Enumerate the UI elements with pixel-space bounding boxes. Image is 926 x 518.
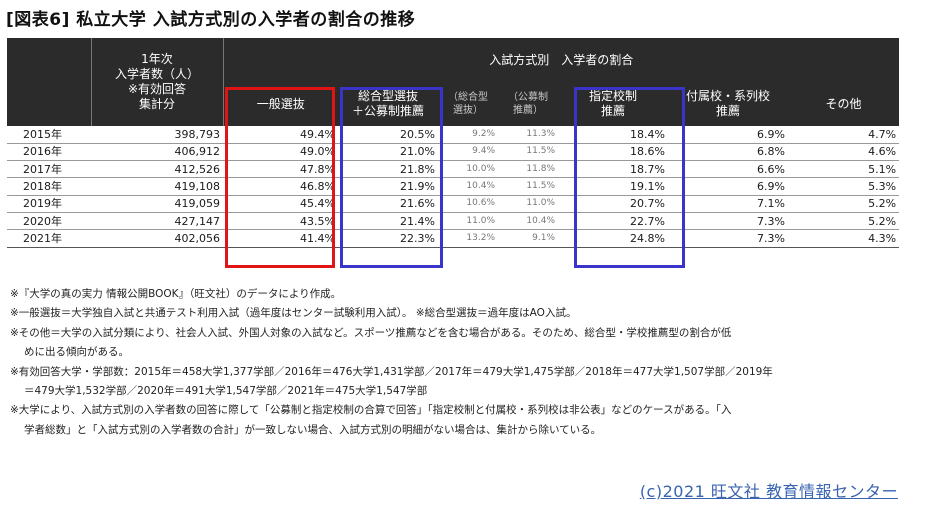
year-cell: 2018年 — [7, 177, 91, 196]
public-recommendation-header: （公募制 推薦） — [498, 82, 558, 126]
comprehensive-cell: 22.3% — [338, 229, 438, 248]
comprehensive-only-cell: 9.4% — [438, 143, 498, 162]
comprehensive-cell: 20.5% — [338, 126, 438, 144]
comprehensive-only-cell: 10.4% — [438, 177, 498, 196]
designated-cell: 18.7% — [558, 160, 668, 179]
designated-header: 指定校制 推薦 — [558, 82, 668, 126]
footnotes: ※『大学の真の実力 情報公開BOOK』（旺文社）のデータにより作成。 ※一般選抜… — [10, 285, 910, 440]
affiliated-cell: 7.3% — [668, 212, 788, 231]
comprehensive-only-cell: 9.2% — [438, 126, 498, 144]
other-cell: 5.2% — [788, 212, 900, 231]
other-cell: 5.1% — [788, 160, 900, 179]
public-recommendation-cell: 11.0% — [498, 195, 558, 213]
footnote: ※その他＝大学の入試分類により、社会人入試、外国人対象の入試など。スポーツ推薦な… — [10, 326, 732, 339]
general-cell: 45.4% — [223, 195, 338, 213]
public-recommendation-cell: 11.3% — [498, 126, 558, 144]
general-cell: 47.8% — [223, 160, 338, 179]
comprehensive-cell: 21.0% — [338, 143, 438, 162]
count-cell: 412,526 — [91, 160, 223, 179]
general-cell: 49.4% — [223, 126, 338, 144]
other-cell: 4.6% — [788, 143, 900, 162]
affiliated-cell: 6.6% — [668, 160, 788, 179]
designated-cell: 19.1% — [558, 177, 668, 196]
year-cell: 2017年 — [7, 160, 91, 179]
general-cell: 43.5% — [223, 212, 338, 231]
other-cell: 4.7% — [788, 126, 900, 144]
affiliated-cell: 7.3% — [668, 229, 788, 248]
public-recommendation-cell: 9.1% — [498, 229, 558, 248]
affiliated-cell: 7.1% — [668, 195, 788, 213]
table-row: 2019年 419,059 45.4% 21.6% 10.6% 11.0% 20… — [7, 195, 900, 213]
admission-ratio-table: 1年次 入学者数（人） ※有効回答 集計分 入試方式別 入学者の割合 一般選抜 … — [7, 38, 900, 248]
other-header: その他 — [788, 82, 900, 126]
general-cell: 41.4% — [223, 229, 338, 248]
footnote: ※一般選抜＝大学独自入試と共通テスト利用入試（過年度はセンター試験利用入試）。 … — [10, 307, 577, 320]
other-cell: 5.2% — [788, 195, 900, 213]
comprehensive-cell: 21.9% — [338, 177, 438, 196]
year-header — [7, 38, 91, 126]
comprehensive-only-cell: 10.6% — [438, 195, 498, 213]
year-cell: 2015年 — [7, 126, 91, 144]
comprehensive-only-cell: 13.2% — [438, 229, 498, 248]
year-cell: 2021年 — [7, 229, 91, 248]
count-cell: 419,059 — [91, 195, 223, 213]
designated-cell: 24.8% — [558, 229, 668, 248]
designated-cell: 18.4% — [558, 126, 668, 144]
comprehensive-cell: 21.4% — [338, 212, 438, 231]
general-header: 一般選抜 — [222, 82, 338, 126]
table-row: 2021年 402,056 41.4% 22.3% 13.2% 9.1% 24.… — [7, 229, 900, 248]
affiliated-header: 付属校・系列校 推薦 — [668, 82, 788, 126]
designated-cell: 20.7% — [558, 195, 668, 213]
count-cell: 427,147 — [91, 212, 223, 231]
copyright-credit: (c)2021 旺文社 教育情報センター — [639, 482, 898, 501]
count-cell: 402,056 — [91, 229, 223, 248]
footnote: ※大学により、入試方式別の入学者数の回答に際して「公募制と指定校制の合算で回答」… — [10, 404, 732, 417]
year-cell: 2020年 — [7, 212, 91, 231]
public-recommendation-cell: 11.8% — [498, 160, 558, 179]
public-recommendation-cell: 11.5% — [498, 177, 558, 196]
general-cell: 49.0% — [223, 143, 338, 162]
public-recommendation-cell: 11.5% — [498, 143, 558, 162]
count-cell: 398,793 — [91, 126, 223, 144]
group-header: 入試方式別 入学者の割合 — [222, 38, 900, 82]
public-recommendation-cell: 10.4% — [498, 212, 558, 231]
affiliated-cell: 6.9% — [668, 177, 788, 196]
first-year-count-header: 1年次 入学者数（人） ※有効回答 集計分 — [90, 38, 223, 126]
comprehensive-only-cell: 11.0% — [438, 212, 498, 231]
comprehensive-cell: 21.8% — [338, 160, 438, 179]
affiliated-cell: 6.9% — [668, 126, 788, 144]
table-row: 2018年 419,108 46.8% 21.9% 10.4% 11.5% 19… — [7, 177, 900, 196]
comprehensive-cell: 21.6% — [338, 195, 438, 213]
footnote: ※『大学の真の実力 情報公開BOOK』（旺文社）のデータにより作成。 — [10, 288, 342, 300]
table-row: 2016年 406,912 49.0% 21.0% 9.4% 11.5% 18.… — [7, 143, 900, 162]
count-cell: 406,912 — [91, 143, 223, 162]
footnote: ＝479大学1,532学部／2020年＝491大学1,547学部／2021年＝4… — [24, 385, 428, 398]
table-row: 2020年 427,147 43.5% 21.4% 11.0% 10.4% 22… — [7, 212, 900, 231]
year-cell: 2019年 — [7, 195, 91, 213]
footnote: 学者総数」と「入試方式別の入学者数の合計」が一致しない場合、入試方式別の明細がな… — [24, 423, 602, 436]
page-title: [図表6] 私立大学 入試方式別の入学者の割合の推移 — [6, 10, 416, 30]
footnote: ※有効回答大学・学部数：2015年＝458大学1,377学部／2016年＝476… — [10, 365, 773, 378]
table-row: 2017年 412,526 47.8% 21.8% 10.0% 11.8% 18… — [7, 160, 900, 179]
general-cell: 46.8% — [223, 177, 338, 196]
table-row: 2015年 398,793 49.4% 20.5% 9.2% 11.3% 18.… — [7, 126, 900, 144]
designated-cell: 22.7% — [558, 212, 668, 231]
footnote: めに出る傾向がある。 — [24, 346, 129, 359]
other-cell: 5.3% — [788, 177, 900, 196]
count-cell: 419,108 — [91, 177, 223, 196]
designated-cell: 18.6% — [558, 143, 668, 162]
affiliated-cell: 6.8% — [668, 143, 788, 162]
year-cell: 2016年 — [7, 143, 91, 162]
comprehensive-only-header: （総合型 選抜） — [438, 82, 498, 126]
comprehensive-header: 総合型選抜 ＋公募制推薦 — [338, 82, 438, 126]
other-cell: 4.3% — [788, 229, 900, 248]
comprehensive-only-cell: 10.0% — [438, 160, 498, 179]
